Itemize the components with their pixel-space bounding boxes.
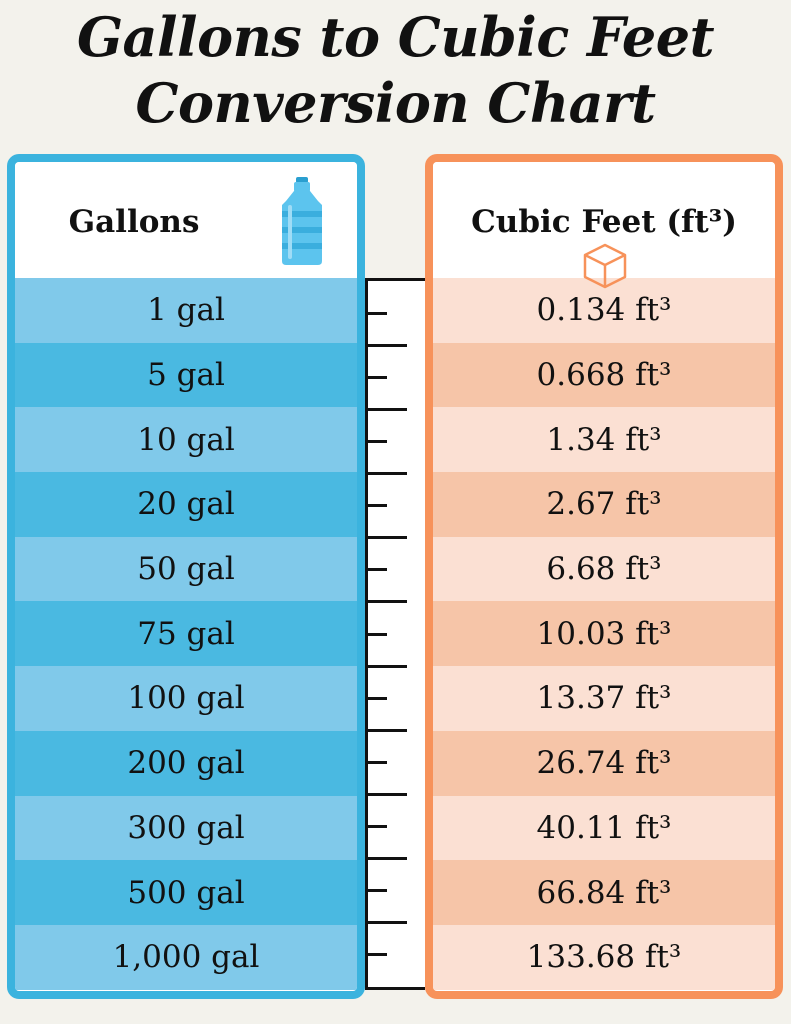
cubic-feet-cell: 26.74 ft³ xyxy=(433,730,775,796)
gallons-cell: 75 gal xyxy=(15,601,357,667)
cubic-feet-cell: 0.134 ft³ xyxy=(433,278,775,343)
cubic-feet-cell: 1.34 ft³ xyxy=(433,407,775,473)
ruler-tick xyxy=(365,407,407,411)
cubic-feet-cell: 2.67 ft³ xyxy=(433,472,775,537)
ruler-tick xyxy=(365,439,387,443)
cubic-feet-header: Cubic Feet (ft³) xyxy=(433,162,775,289)
ruler-tick xyxy=(365,536,407,540)
ruler-tick xyxy=(365,504,387,508)
cubic-feet-cell: 6.68 ft³ xyxy=(433,536,775,602)
gallons-cell: 1 gal xyxy=(15,278,357,343)
ruler-tick xyxy=(365,792,407,796)
gallons-rows: 1 gal 5 gal 10 gal 20 gal 50 gal 75 gal 100 ga… xyxy=(15,278,357,990)
ruler-tick xyxy=(365,728,407,732)
gallons-column: Gallons 1 gal 5 gal 10 gal 20 gal 50 gal 75 g… xyxy=(7,154,365,999)
cubic-feet-column: Cubic Feet (ft³) 0.134 ft³ 0.668 ft³ 1.34 … xyxy=(425,154,783,999)
ruler-tick xyxy=(365,857,407,861)
cubic-feet-cell: 66.84 ft³ xyxy=(433,860,775,925)
ruler-tick xyxy=(365,953,387,957)
gallons-header: Gallons xyxy=(15,162,357,278)
ruler-tick xyxy=(365,760,387,764)
gallons-cell: 200 gal xyxy=(15,730,357,796)
cubic-feet-header-label: Cubic Feet (ft³) xyxy=(471,204,737,240)
cubic-feet-cell: 0.668 ft³ xyxy=(433,342,775,408)
water-jug-icon xyxy=(282,177,322,265)
cubic-feet-cell: 40.11 ft³ xyxy=(433,795,775,861)
gallons-cell: 5 gal xyxy=(15,342,357,408)
gallons-cell: 300 gal xyxy=(15,795,357,861)
gallons-cell: 50 gal xyxy=(15,536,357,602)
cube-icon xyxy=(583,243,627,289)
cubic-feet-cell: 10.03 ft³ xyxy=(433,601,775,667)
cubic-feet-cell: 13.37 ft³ xyxy=(433,666,775,731)
ruler-tick xyxy=(365,600,407,604)
ruler-tick xyxy=(365,696,387,700)
title-line-1: Gallons to Cubic Feet xyxy=(76,5,715,69)
ruler-divider xyxy=(365,278,425,990)
ruler-tick xyxy=(365,632,387,636)
title-line-2: Conversion Chart xyxy=(135,71,656,135)
ruler-tick xyxy=(365,921,407,925)
ruler-tick xyxy=(365,472,407,476)
ruler-tick xyxy=(365,664,407,668)
gallons-cell: 10 gal xyxy=(15,407,357,473)
ruler-tick xyxy=(365,311,387,315)
ruler-tick xyxy=(365,825,387,829)
cubic-feet-rows: 0.134 ft³ 0.668 ft³ 1.34 ft³ 2.67 ft³ 6.68 f… xyxy=(433,278,775,990)
gallons-header-label: Gallons xyxy=(68,204,200,240)
gallons-cell: 500 gal xyxy=(15,860,357,925)
cubic-feet-cell: 133.68 ft³ xyxy=(433,924,775,990)
ruler-tick xyxy=(365,343,407,347)
ruler-tick xyxy=(365,889,387,893)
ruler-tick xyxy=(365,375,387,379)
gallons-cell: 20 gal xyxy=(15,472,357,537)
page-title: Gallons to Cubic Feet Conversion Chart xyxy=(0,4,791,136)
ruler-tick xyxy=(365,568,387,572)
gallons-cell: 1,000 gal xyxy=(15,924,357,990)
gallons-cell: 100 gal xyxy=(15,666,357,731)
